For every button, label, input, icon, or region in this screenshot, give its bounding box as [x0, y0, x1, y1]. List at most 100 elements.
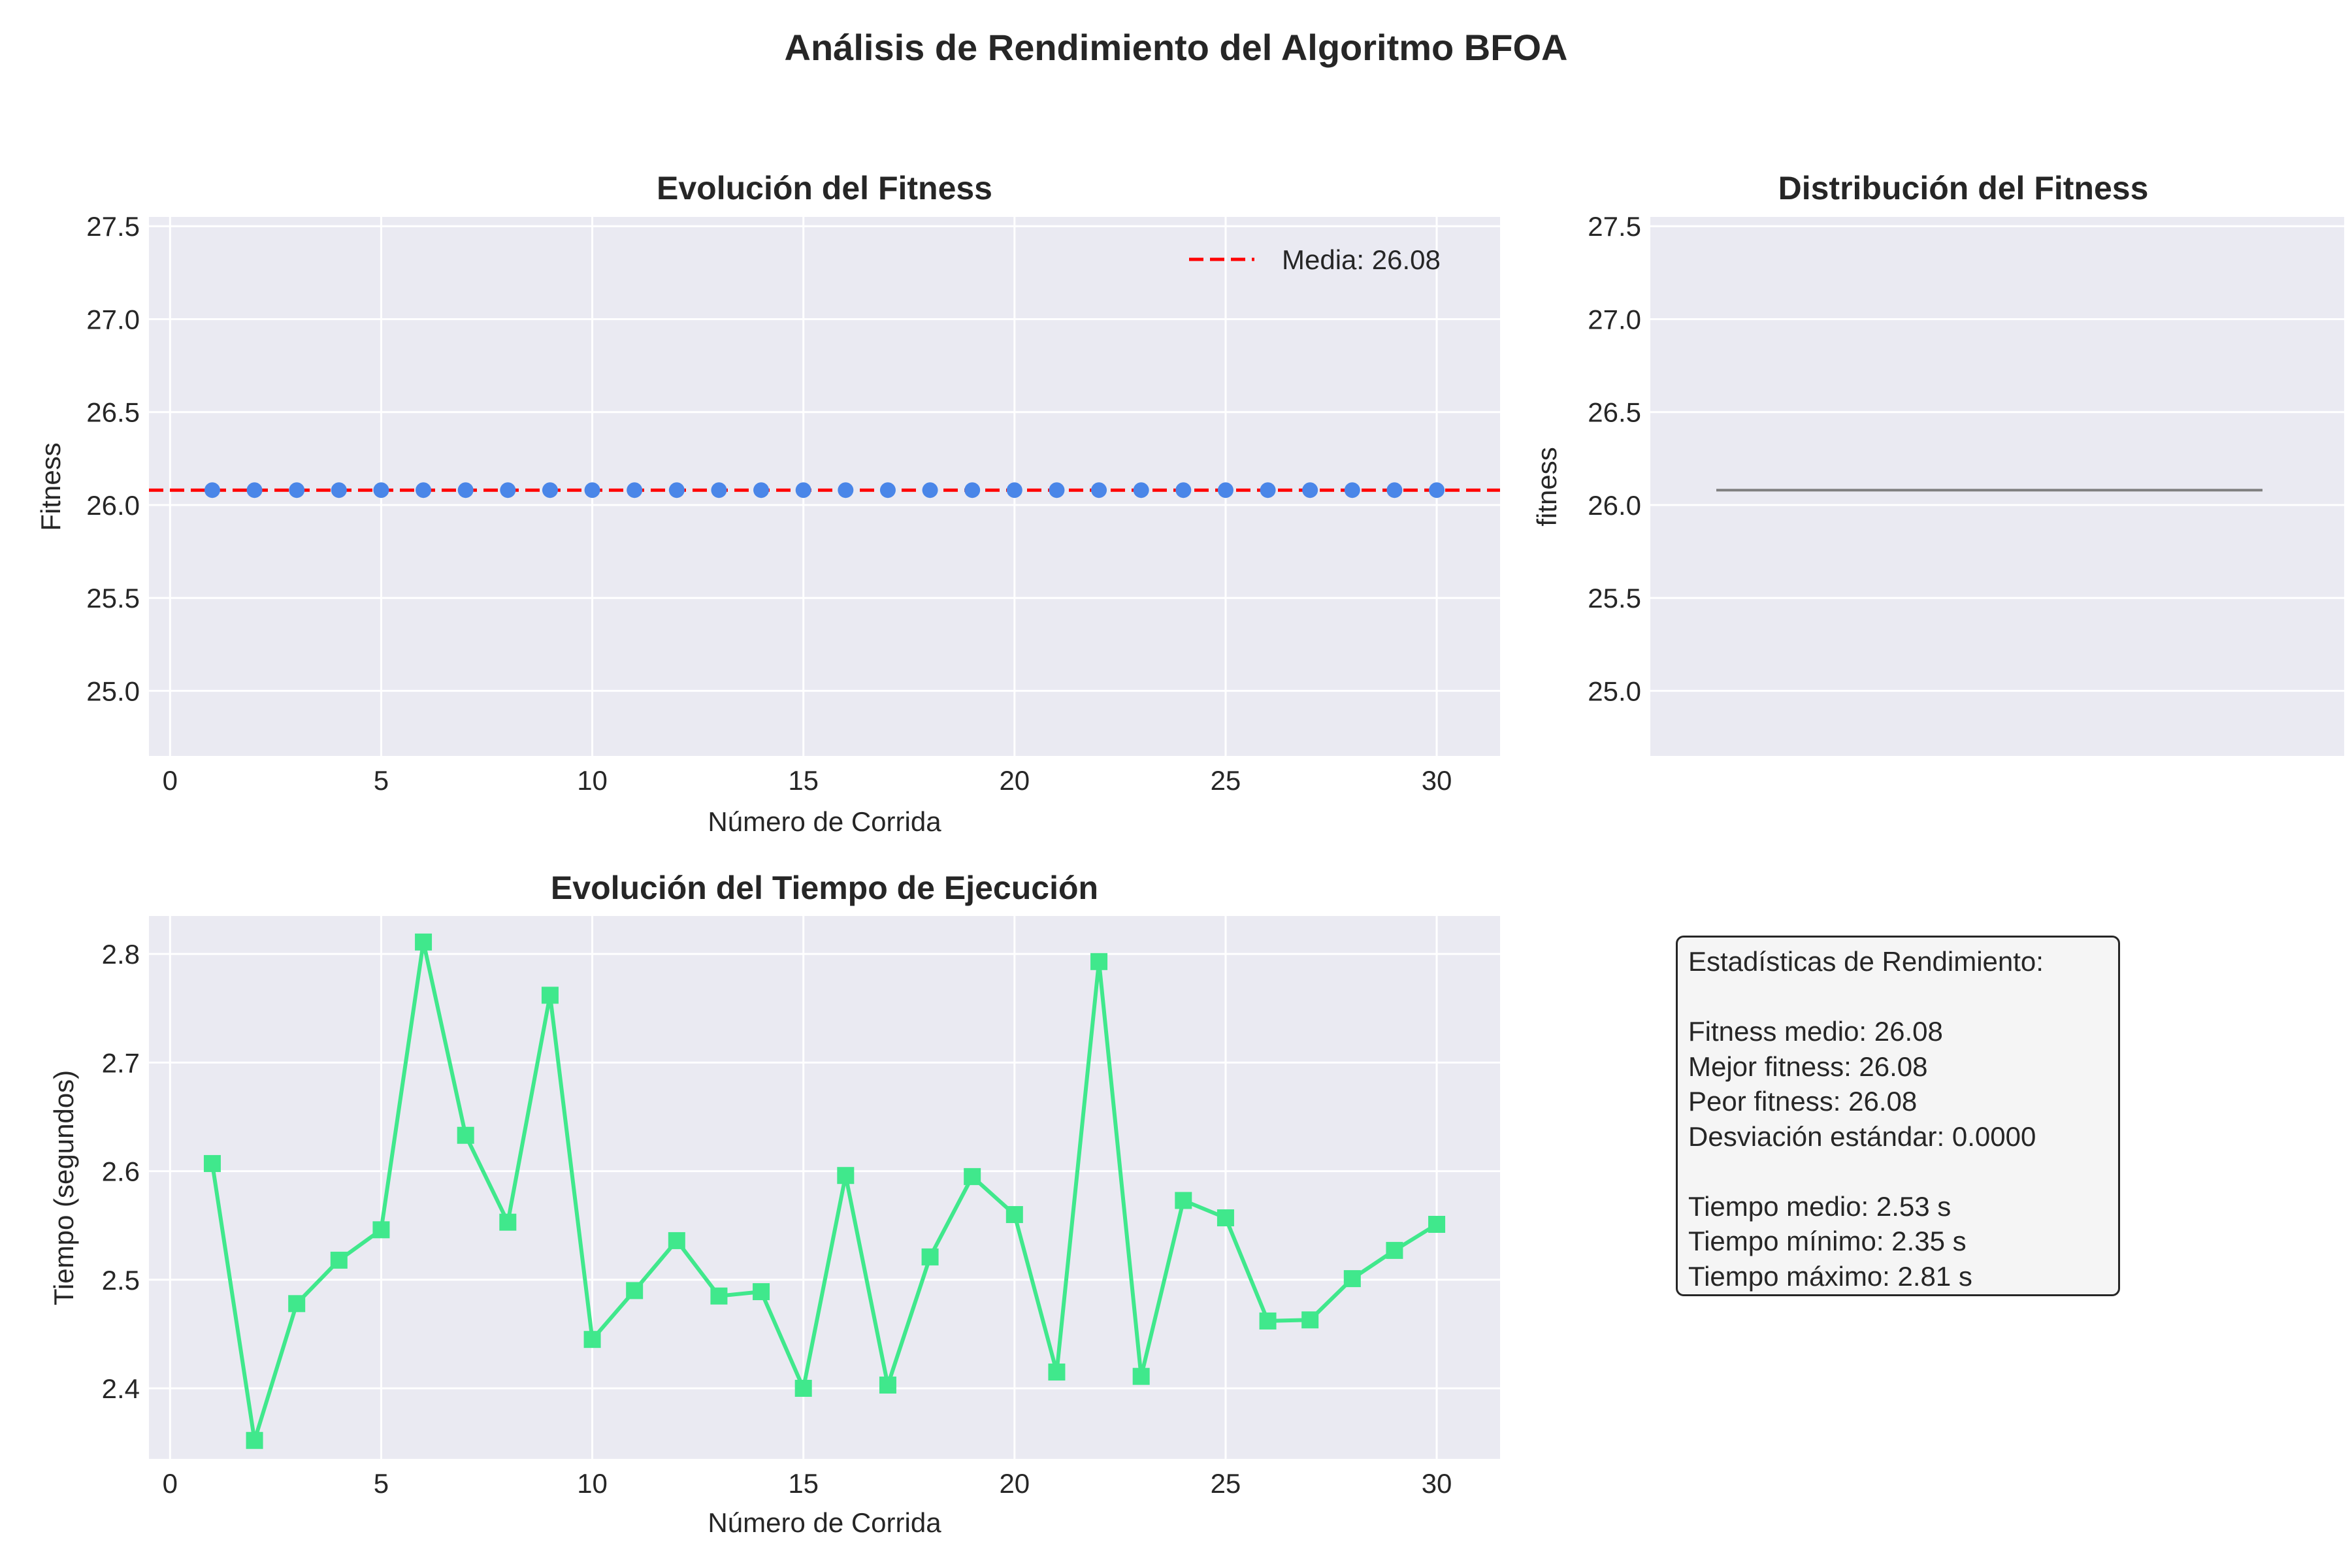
time-point	[710, 1287, 728, 1305]
time-point	[246, 1431, 263, 1449]
distribution-plot-area	[1650, 217, 2344, 756]
time-x-tick-label: 5	[374, 1468, 389, 1499]
time-point	[837, 1167, 855, 1184]
fitness-plot-area	[149, 217, 1500, 756]
fitness-y-tick-label: 26.0	[86, 490, 140, 521]
time-point	[203, 1154, 221, 1172]
distribution-y-axis-label: fitness	[1531, 447, 1562, 526]
fitness-x-tick-label: 0	[163, 765, 178, 796]
stats-time-min: Tiempo mínimo: 2.35 s	[1688, 1226, 1967, 1256]
time-point	[1386, 1241, 1403, 1259]
time-point	[1259, 1312, 1277, 1330]
fitness-y-tick-label: 26.5	[86, 397, 140, 428]
time-point	[1005, 1206, 1023, 1224]
fitness-point	[1302, 482, 1318, 498]
time-point	[372, 1221, 390, 1239]
fitness-point	[246, 482, 263, 498]
fitness-x-tick-label: 30	[1422, 765, 1452, 796]
legend-mean-label: Media: 26.08	[1282, 244, 1441, 275]
fitness-x-tick-label: 10	[577, 765, 608, 796]
distribution-y-tick-label: 26.5	[1588, 397, 1641, 428]
fitness-x-axis-label: Número de Corrida	[708, 806, 941, 837]
fitness-point	[627, 482, 643, 498]
fitness-x-tick-label: 20	[999, 765, 1030, 796]
stats-fitness-mean: Fitness medio: 26.08	[1688, 1016, 1943, 1047]
stats-spacer	[1688, 1154, 2118, 1189]
time-tick-labels: 2.4 2.5 2.6 2.7 2.8 0 5 10 15 20 25 30	[102, 939, 1452, 1499]
fitness-point	[204, 482, 220, 498]
stats-fitness-worst: Peor fitness: 26.08	[1688, 1086, 1918, 1117]
fitness-y-tick-label: 27.5	[86, 211, 140, 242]
fitness-point	[711, 482, 727, 498]
fitness-point	[879, 482, 896, 498]
fitness-point	[753, 482, 770, 498]
fitness-point	[457, 482, 474, 498]
fitness-y-axis-label: Fitness	[35, 442, 66, 531]
time-x-tick-label: 30	[1422, 1468, 1452, 1499]
time-x-tick-label: 10	[577, 1468, 608, 1499]
time-point	[1428, 1216, 1446, 1233]
stats-spacer	[1688, 979, 2118, 1015]
fitness-point	[500, 482, 516, 498]
fitness-y-tick-label: 25.5	[86, 583, 140, 613]
fitness-point	[1175, 482, 1192, 498]
time-point	[1301, 1311, 1319, 1329]
time-point	[330, 1251, 348, 1269]
fitness-point	[922, 482, 938, 498]
time-points	[203, 933, 1446, 1449]
time-x-axis-label: Número de Corrida	[708, 1507, 941, 1538]
stats-fitness-std: Desviación estándar: 0.0000	[1688, 1120, 2036, 1152]
fitness-point	[964, 482, 981, 498]
time-point	[457, 1126, 474, 1144]
fitness-chart-title: Evolución del Fitness	[657, 170, 992, 206]
time-y-tick-label: 2.5	[102, 1265, 140, 1296]
time-point	[794, 1379, 812, 1397]
time-y-tick-label: 2.8	[102, 939, 140, 970]
time-y-tick-label: 2.4	[102, 1373, 140, 1404]
time-point	[1343, 1270, 1361, 1288]
time-point	[964, 1168, 981, 1185]
stats-time-max: Tiempo máximo: 2.81 s	[1688, 1260, 1972, 1292]
fitness-point	[1217, 482, 1233, 498]
fitness-point	[1260, 482, 1276, 498]
fitness-point	[668, 482, 685, 498]
time-point	[1048, 1364, 1066, 1381]
fitness-point	[542, 482, 558, 498]
distribution-tick-labels: 25.0 25.5 26.0 26.5 27.0 27.5	[1588, 211, 1641, 706]
time-point	[626, 1282, 644, 1299]
fitness-x-tick-label: 5	[374, 765, 389, 796]
fitness-y-tick-label: 27.0	[86, 304, 140, 335]
stats-time-mean: Tiempo medio: 2.53 s	[1688, 1190, 1952, 1222]
fitness-point	[584, 482, 600, 498]
fitness-tick-labels: 25.0 25.5 26.0 26.5 27.0 27.5 0 5 10 15 20 25 30	[86, 211, 1452, 796]
fitness-point	[1386, 482, 1403, 498]
fitness-point	[1049, 482, 1065, 498]
fitness-point	[331, 482, 347, 498]
time-point	[1217, 1209, 1234, 1227]
time-plot-area	[149, 916, 1500, 1459]
fitness-point	[795, 482, 811, 498]
distribution-y-tick-label: 25.5	[1588, 583, 1641, 613]
time-evolution-chart: 2.4 2.5 2.6 2.7 2.8 0 5 10 15 20 25 30 Evolución de…	[48, 870, 1500, 1538]
time-x-tick-label: 15	[788, 1468, 819, 1499]
fitness-point	[1006, 482, 1022, 498]
fitness-point	[1091, 482, 1107, 498]
time-y-tick-label: 2.7	[102, 1047, 140, 1078]
time-point	[541, 987, 559, 1004]
time-point	[921, 1248, 939, 1266]
distribution-gridlines	[1650, 225, 2344, 692]
distribution-y-tick-label: 26.0	[1588, 490, 1641, 521]
time-chart-title: Evolución del Tiempo de Ejecución	[551, 870, 1098, 906]
time-y-tick-label: 2.6	[102, 1156, 140, 1187]
stats-fitness-best: Mejor fitness: 26.08	[1688, 1051, 1928, 1082]
time-point	[879, 1376, 896, 1394]
figure-title: Análisis de Rendimiento del Algoritmo BF…	[785, 27, 1568, 68]
fitness-point	[289, 482, 305, 498]
distribution-y-tick-label: 27.0	[1588, 304, 1641, 335]
time-series-line	[210, 939, 1438, 1443]
fitness-point	[1429, 482, 1445, 498]
time-point	[1132, 1367, 1150, 1385]
fitness-distribution-chart: 25.0 25.5 26.0 26.5 27.0 27.5 Distribución de…	[1531, 170, 2344, 756]
time-point	[668, 1232, 685, 1249]
